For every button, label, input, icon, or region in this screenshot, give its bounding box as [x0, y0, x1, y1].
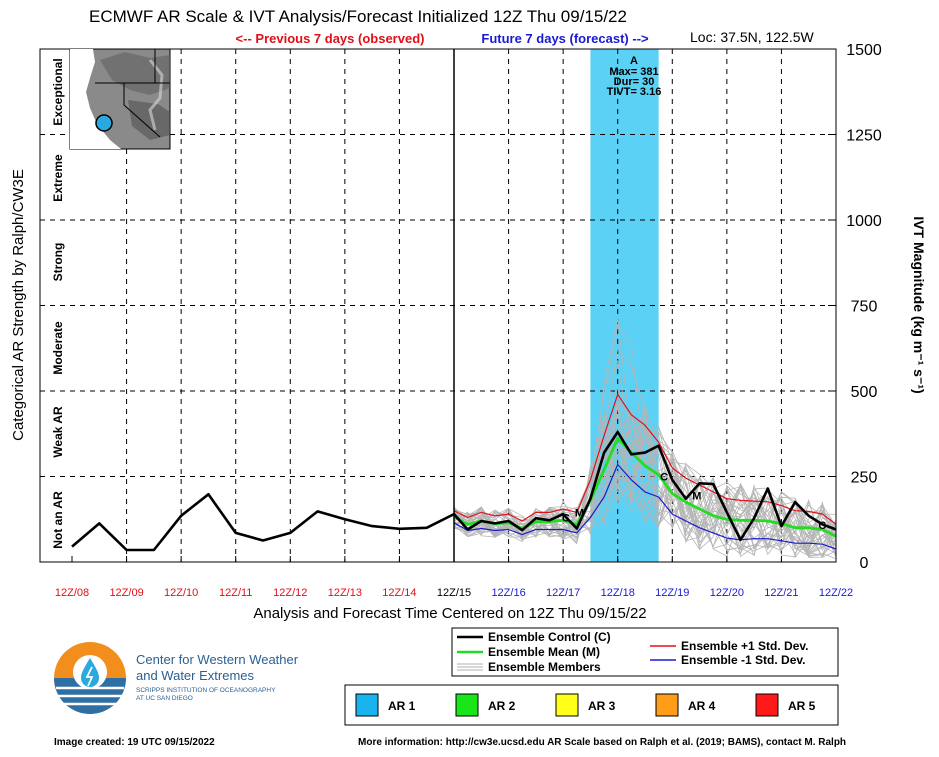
y-tick-label: 0 [860, 555, 869, 572]
category-exceptional: Exceptional [51, 58, 65, 125]
mean-marker-label: M [692, 490, 701, 502]
ensemble-member-line [453, 413, 837, 558]
x-tick-label: 12Z/13 [328, 587, 362, 599]
mean-marker-label: M [575, 507, 584, 519]
ar-legend-swatch-3 [555, 693, 579, 717]
right-axis-ticks: 0 250 500 750 1000 1250 1500 [828, 42, 882, 572]
ar-legend-label-4: AR 4 [688, 699, 716, 713]
ensemble-minus-std-line [453, 463, 837, 550]
ar-legend-swatch-2 [455, 693, 479, 717]
x-tick-label: 12Z/12 [273, 587, 307, 599]
ar-legend-label-3: AR 3 [588, 699, 616, 713]
x-tick-label: 12Z/18 [601, 587, 635, 599]
location-marker [95, 114, 113, 132]
ar-level-legend: AR 1 AR 2 AR 3 AR 4 AR 5 [344, 684, 839, 726]
control-marker-label: C [818, 520, 826, 532]
x-tick-label: 12Z/08 [55, 587, 89, 599]
footer-created: Image created: 19 UTC 09/15/2022 [54, 737, 215, 748]
y-tick-label: 1250 [846, 128, 882, 145]
y-tick-label: 500 [851, 384, 878, 401]
right-axis-title: IVT Magnitude (kg m⁻¹ s⁻¹) [911, 216, 927, 393]
ensemble-member-line [453, 484, 837, 556]
legend-mean-label: Ensemble Mean (M) [488, 645, 600, 659]
y-tick-label: 1500 [846, 42, 882, 59]
y-tick-label: 750 [851, 299, 878, 316]
logo-line-3: SCRIPPS INSTITUTION OF OCEANOGRAPHY [136, 687, 276, 694]
x-tick-label: 12Z/17 [546, 587, 580, 599]
grid-layer [40, 49, 836, 562]
legend-plus-label: Ensemble +1 Std. Dev. [681, 639, 809, 653]
x-tick-label: 12Z/16 [491, 587, 525, 599]
ensemble-legend: Ensemble Control (C) Ensemble Mean (M) E… [451, 627, 839, 677]
lightning-icon [85, 666, 94, 687]
map-ocean [70, 49, 121, 149]
previous-days-label: <-- Previous 7 days (observed) [236, 31, 425, 46]
x-tick-label: 12Z/10 [164, 587, 198, 599]
ar-annotation-label: A [630, 55, 638, 67]
ar-legend-swatch-4 [655, 693, 679, 717]
x-tick-label: 12Z/19 [655, 587, 689, 599]
future-days-label: Future 7 days (forecast) --> [481, 31, 649, 46]
ar-legend-label-5: AR 5 [788, 699, 816, 713]
map-state-border-east [123, 83, 161, 138]
ar-annotation-duration: Dur= 30 [614, 76, 655, 88]
category-weak-ar: Weak AR [51, 406, 65, 458]
ar-annotation-max: Max= 381 [609, 66, 658, 78]
x-tick-label: 12Z/15 [437, 587, 471, 599]
ar-annotation-tivt: TIVT= 3.16 [607, 86, 662, 98]
x-tick-label: 12Z/14 [382, 587, 416, 599]
x-tick-label: 12Z/11 [219, 587, 252, 599]
legend-minus-label: Ensemble -1 Std. Dev. [681, 653, 805, 667]
series-layer [71, 393, 837, 552]
x-tick-label: 12Z/22 [819, 587, 853, 599]
legend-members-label: Ensemble Members [488, 660, 601, 674]
control-marker-label: C [562, 513, 570, 525]
ensemble-member-line [453, 386, 837, 551]
ensemble-control-line [71, 430, 837, 552]
logo-line-4: AT UC SAN DIEGO [136, 695, 193, 702]
ensemble-legend-box [451, 627, 839, 677]
y-tick-label: 1000 [846, 213, 882, 230]
control-marker-label: C [660, 472, 668, 484]
x-tick-label: 12Z/09 [109, 587, 143, 599]
x-axis-title: Analysis and Forecast Time Centered on 1… [253, 605, 646, 622]
ensemble-member-line [453, 410, 837, 555]
footer-info: More information: http://cw3e.ucsd.edu A… [358, 737, 846, 748]
chart-title: ECMWF AR Scale & IVT Analysis/Forecast I… [89, 7, 627, 26]
category-extreme: Extreme [51, 154, 65, 202]
cw3e-logo: Center for Western Weather and Water Ext… [54, 642, 299, 714]
left-axis-title: Categorical AR Strength by Ralph/CW3E [10, 169, 27, 441]
logo-line-2: and Water Extremes [136, 668, 255, 683]
category-strong: Strong [51, 243, 65, 282]
ar-annotation: A Max= 381 Dur= 30 TIVT= 3.16 [607, 55, 662, 98]
ar-legend-label-1: AR 1 [388, 699, 416, 713]
map-terrain-south [128, 100, 170, 140]
legend-control-label: Ensemble Control (C) [488, 630, 611, 644]
map-terrain-ridge [148, 59, 164, 131]
logo-line-1: Center for Western Weather [136, 652, 299, 667]
ensemble-member-line [453, 407, 837, 543]
ar-legend-swatch-5 [755, 693, 779, 717]
category-moderate: Moderate [51, 321, 65, 375]
location-map-inset [69, 48, 171, 150]
y-tick-label: 250 [851, 470, 878, 487]
ar-legend-label-2: AR 2 [488, 699, 516, 713]
ar-legend-swatch-1 [355, 693, 379, 717]
x-tick-label: 12Z/20 [710, 587, 744, 599]
category-not-an-ar: Not an AR [51, 491, 65, 549]
bottom-axis-ticks: 12Z/08 12Z/09 12Z/10 12Z/11 12Z/12 12Z/13 12Z/… [55, 556, 853, 599]
location-label: Loc: 37.5N, 122.5W [690, 29, 815, 45]
x-tick-label: 12Z/21 [764, 587, 798, 599]
